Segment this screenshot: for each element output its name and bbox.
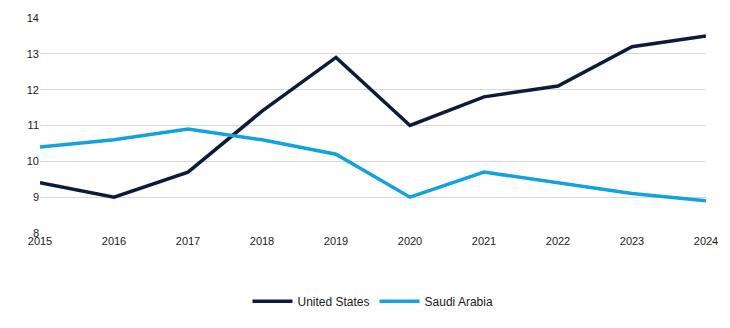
svg-text:2015: 2015: [28, 235, 52, 247]
svg-text:14: 14: [27, 12, 39, 24]
svg-text:13: 13: [27, 48, 39, 60]
svg-text:9: 9: [33, 191, 39, 203]
svg-text:8: 8: [33, 227, 39, 239]
svg-text:2021: 2021: [472, 235, 496, 247]
svg-text:2023: 2023: [620, 235, 644, 247]
svg-text:2022: 2022: [546, 235, 570, 247]
svg-text:11: 11: [28, 119, 39, 131]
svg-text:United States: United States: [298, 295, 370, 309]
svg-text:2018: 2018: [250, 235, 274, 247]
svg-text:2024: 2024: [694, 235, 718, 247]
svg-text:2016: 2016: [102, 235, 126, 247]
svg-text:Saudi Arabia: Saudi Arabia: [425, 295, 493, 309]
svg-text:2020: 2020: [398, 235, 422, 247]
svg-text:10: 10: [27, 155, 39, 167]
svg-text:12: 12: [27, 84, 39, 96]
svg-text:2019: 2019: [324, 235, 348, 247]
svg-text:2017: 2017: [176, 235, 200, 247]
